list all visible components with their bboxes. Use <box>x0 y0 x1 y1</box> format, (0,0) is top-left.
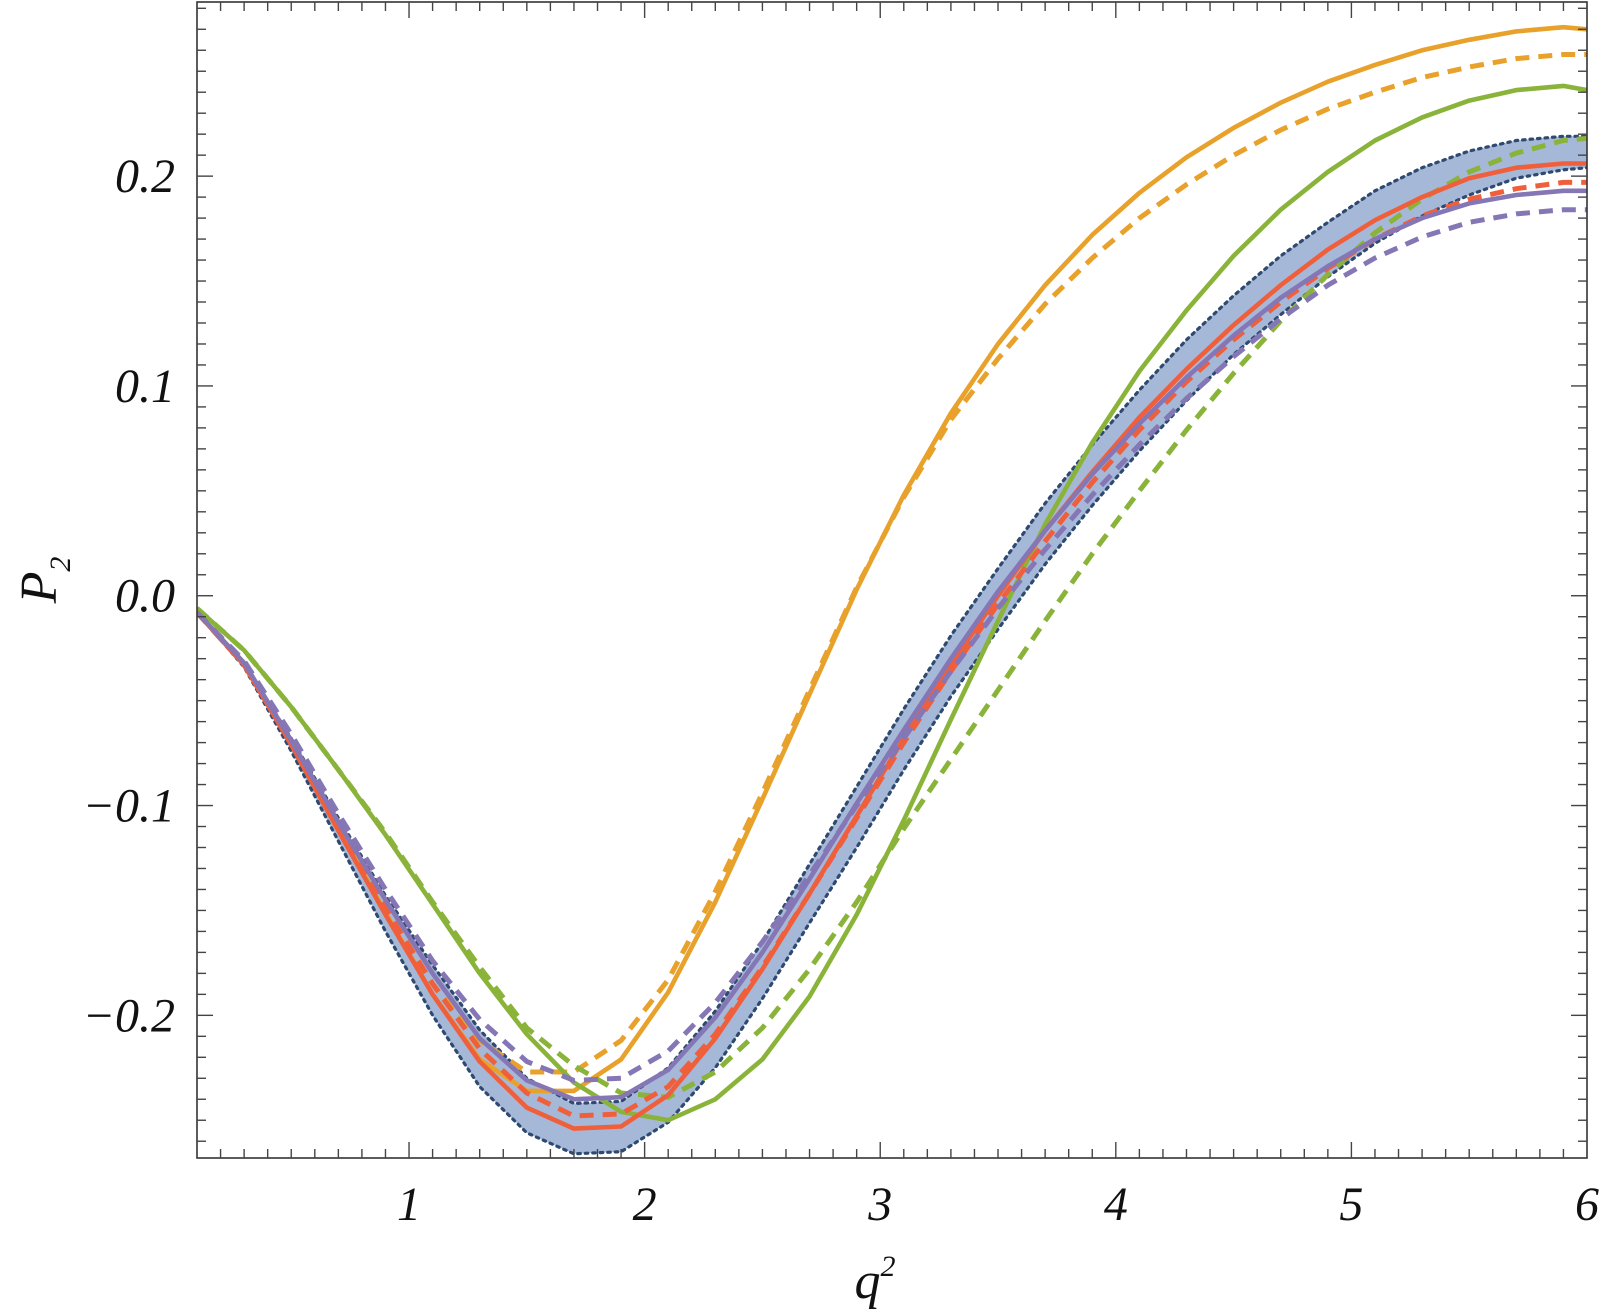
x-tick-label: 6 <box>1575 1178 1599 1231</box>
y-axis-label: P2 <box>11 557 77 605</box>
series-line-8-dashed <box>197 207 1587 1083</box>
x-tick-labels: 1 2 3 4 5 6 <box>397 1178 1599 1231</box>
y-tick-label: −0.1 <box>83 780 175 833</box>
series-line-4-dashed <box>197 135 1587 1100</box>
x-axis-label: q2 <box>855 1250 896 1310</box>
x-tick-label: 2 <box>633 1178 657 1231</box>
y-tick-label: 0.0 <box>115 570 175 623</box>
series-line-7-solid <box>197 188 1587 1102</box>
y-tick-label: 0.2 <box>115 150 175 203</box>
x-tick-label: 4 <box>1104 1178 1128 1231</box>
series-layer <box>197 24 1587 1131</box>
band-lower-edge <box>197 166 1587 1156</box>
y-tick-labels: −0.2 −0.1 0.0 0.1 0.2 <box>83 150 175 1042</box>
uncertainty-band-layer <box>197 134 1587 1156</box>
y-tick-label: 0.1 <box>115 360 175 413</box>
tick-marks-layer <box>197 2 1587 1158</box>
x-tick-label: 1 <box>397 1178 421 1231</box>
band-upper-edge <box>197 134 1587 1106</box>
plot-frame <box>196 1 1588 1159</box>
y-tick-label: −0.2 <box>83 989 175 1042</box>
x-tick-label: 5 <box>1339 1178 1363 1231</box>
x-tick-label: 3 <box>867 1178 892 1231</box>
